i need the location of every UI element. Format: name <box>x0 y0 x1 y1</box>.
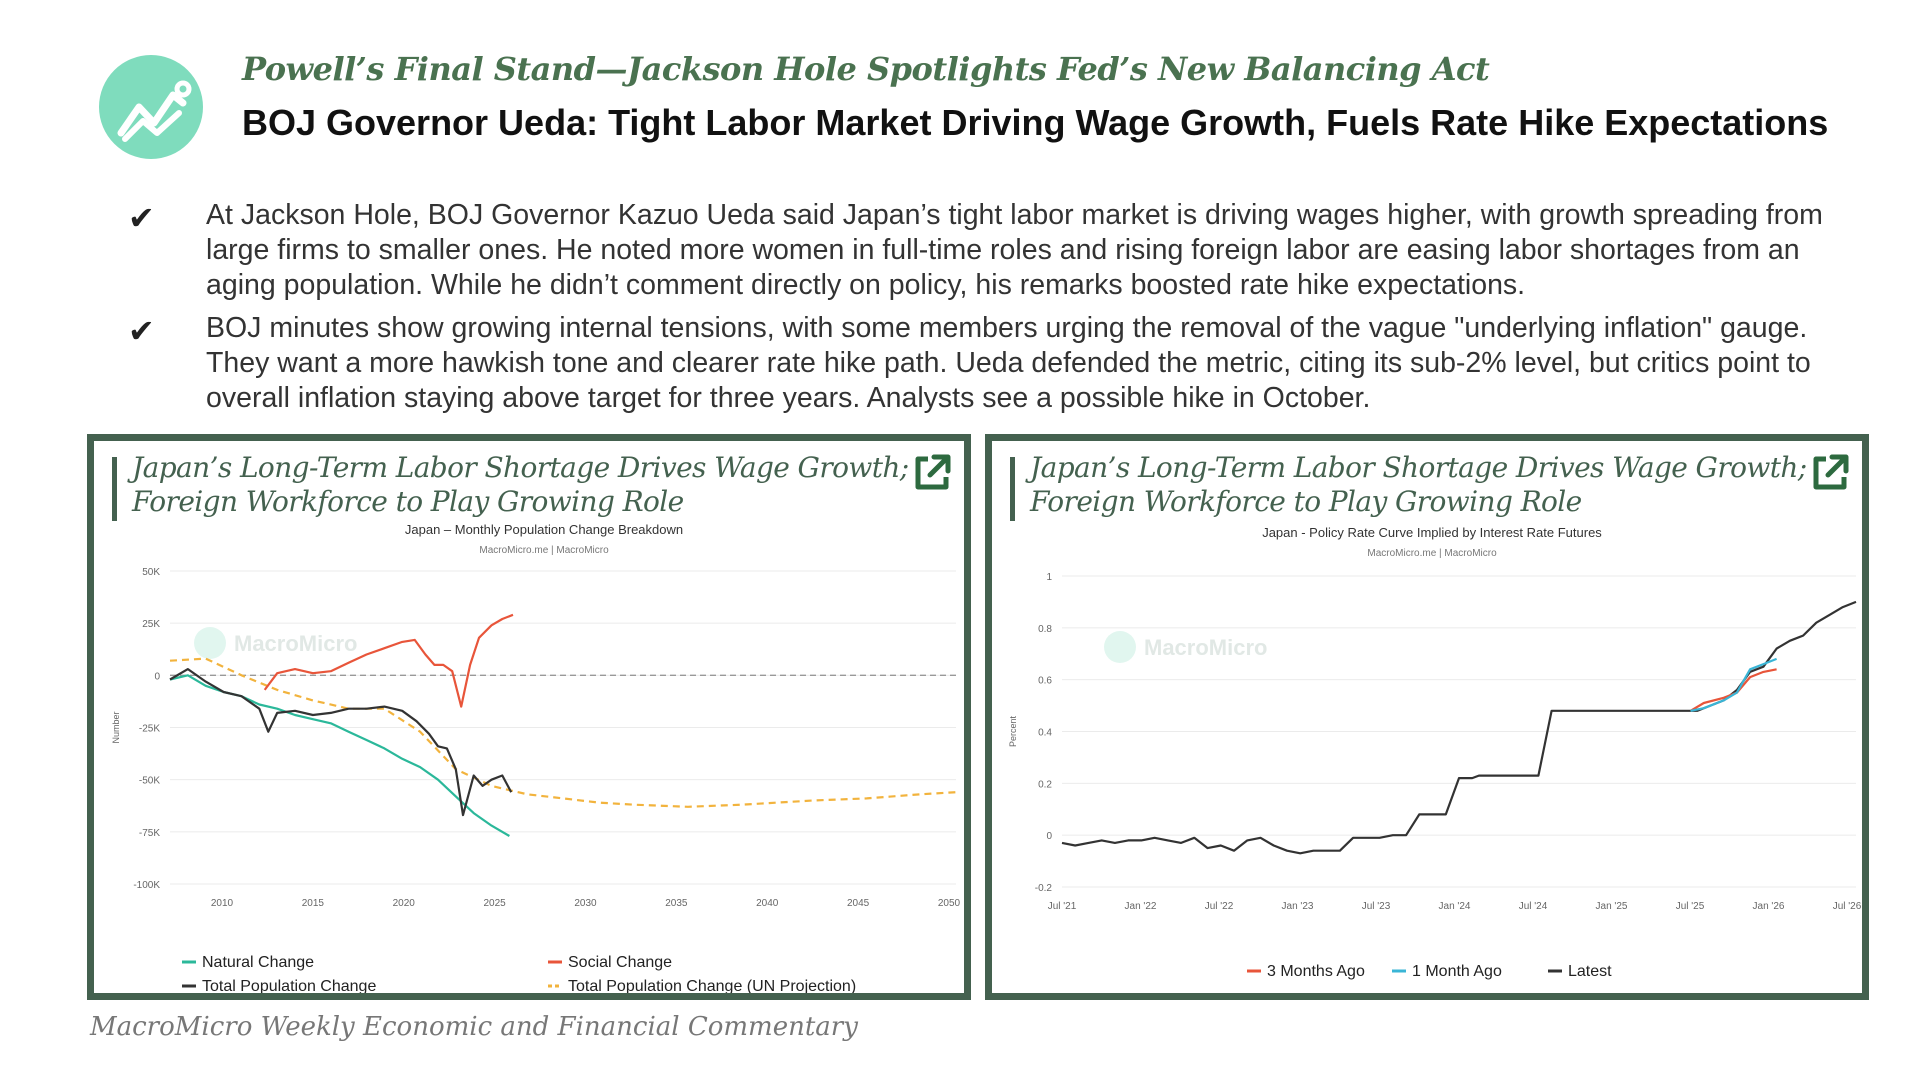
series-line-1-month-ago <box>1690 657 1778 712</box>
legend-item: Natural Change <box>182 954 314 971</box>
bullet-list: ✔ At Jackson Hole, BOJ Governor Kazuo Ue… <box>128 198 1848 424</box>
chart-trend-icon <box>117 80 192 142</box>
x-tick-label: 2025 <box>484 898 507 909</box>
x-tick-label: 2050 <box>938 898 961 909</box>
x-tick-label: 2040 <box>756 898 779 909</box>
checkmark-icon: ✔ <box>128 200 155 236</box>
external-link-icon[interactable] <box>910 451 954 495</box>
policy-rate-chart: Japan - Policy Rate Curve Implied by Int… <box>1008 525 1862 980</box>
bullet-text: At Jackson Hole, BOJ Governor Kazuo Ueda… <box>206 199 1823 301</box>
x-tick-label: 2015 <box>302 898 325 909</box>
series-line-social-change <box>263 613 514 708</box>
bullet-item: ✔ BOJ minutes show growing internal tens… <box>128 311 1848 416</box>
external-link-icon[interactable] <box>1808 451 1852 495</box>
population-change-chart: Japan – Monthly Population Change Breakd… <box>111 522 961 993</box>
legend-label: 1 Month Ago <box>1412 963 1502 980</box>
legend-label: 3 Months Ago <box>1267 963 1365 980</box>
legend-item: 1 Month Ago <box>1392 963 1502 980</box>
x-tick-label: Jul '23 <box>1362 901 1391 912</box>
panel-accent-bar <box>112 457 117 521</box>
panel-title: Japan’s Long-Term Labor Shortage Drives … <box>132 451 909 518</box>
x-tick-label: Jul '25 <box>1676 901 1705 912</box>
chart-title: Japan – Monthly Population Change Breakd… <box>405 522 683 537</box>
x-tick-label: 2045 <box>847 898 870 909</box>
watermark-text: MacroMicro <box>1144 635 1267 660</box>
chart-title: Japan - Policy Rate Curve Implied by Int… <box>1262 525 1602 540</box>
y-axis-label: Number <box>111 711 121 743</box>
series-line-total-population-change-un-projection <box>169 657 957 808</box>
y-tick-label: 0.6 <box>1038 676 1052 687</box>
kicker-title: Powell’s Final Stand—Jackson Hole Spotli… <box>242 50 1490 88</box>
y-tick-label: 0.2 <box>1038 779 1052 790</box>
watermark-logo: MacroMicro <box>1104 631 1267 663</box>
bullet-text: BOJ minutes show growing internal tensio… <box>206 312 1811 414</box>
y-axis-label: Percent <box>1008 715 1018 747</box>
brand-logo <box>99 55 203 159</box>
legend-label: Social Change <box>568 954 672 971</box>
y-tick-label: 0 <box>1046 831 1052 842</box>
legend-label: Total Population Change <box>202 978 376 993</box>
watermark-logo: MacroMicro <box>194 627 357 659</box>
y-tick-label: -25K <box>139 724 160 735</box>
bullet-item: ✔ At Jackson Hole, BOJ Governor Kazuo Ue… <box>128 198 1848 303</box>
x-tick-label: 2030 <box>574 898 597 909</box>
y-tick-label: 1 <box>1046 572 1052 583</box>
y-tick-label: -0.2 <box>1035 883 1053 894</box>
x-tick-label: Jan '26 <box>1753 901 1785 912</box>
x-tick-label: 2035 <box>665 898 688 909</box>
series-line-total-population-change <box>169 668 513 817</box>
chart-source: MacroMicro.me | MacroMicro <box>479 545 609 556</box>
legend-item: Total Population Change <box>182 978 376 993</box>
legend-item: 3 Months Ago <box>1247 963 1365 980</box>
x-tick-label: Jan '24 <box>1439 901 1471 912</box>
y-tick-label: 0 <box>154 671 160 682</box>
chart-panel-population: Japan – Monthly Population Change Breakd… <box>87 434 971 1000</box>
x-tick-label: Jul '21 <box>1048 901 1077 912</box>
legend-item: Total Population Change (UN Projection) <box>548 978 856 993</box>
footer-source: MacroMicro Weekly Economic and Financial… <box>90 1012 858 1042</box>
x-tick-label: Jul '22 <box>1205 901 1234 912</box>
series-line-3-months-ago <box>1690 668 1777 712</box>
watermark-icon <box>1104 631 1136 663</box>
legend-label: Latest <box>1568 963 1612 980</box>
x-tick-label: Jan '25 <box>1596 901 1628 912</box>
legend-label: Natural Change <box>202 954 314 971</box>
checkmark-icon: ✔ <box>128 313 155 349</box>
x-tick-label: 2020 <box>393 898 416 909</box>
x-tick-label: 2010 <box>211 898 234 909</box>
y-tick-label: -100K <box>133 880 160 891</box>
x-tick-label: Jul '24 <box>1519 901 1548 912</box>
y-tick-label: 50K <box>142 567 160 578</box>
y-tick-label: 25K <box>142 619 160 630</box>
x-tick-label: Jul '26 <box>1833 901 1862 912</box>
y-tick-label: -50K <box>139 776 160 787</box>
chart-source: MacroMicro.me | MacroMicro <box>1367 548 1497 559</box>
chart-panel-policy-rate: Japan - Policy Rate Curve Implied by Int… <box>985 434 1869 1000</box>
y-tick-label: 0.8 <box>1038 624 1052 635</box>
panel-accent-bar <box>1010 457 1015 521</box>
x-tick-label: Jan '22 <box>1125 901 1157 912</box>
watermark-icon <box>194 627 226 659</box>
y-tick-label: -75K <box>139 828 160 839</box>
legend-item: Social Change <box>548 954 672 971</box>
x-tick-label: Jan '23 <box>1282 901 1314 912</box>
legend-item: Latest <box>1548 963 1612 980</box>
legend-label: Total Population Change (UN Projection) <box>568 978 856 993</box>
page-title: BOJ Governor Ueda: Tight Labor Market Dr… <box>242 102 1829 143</box>
y-tick-label: 0.4 <box>1038 728 1052 739</box>
panel-title: Japan’s Long-Term Labor Shortage Drives … <box>1030 451 1807 518</box>
watermark-text: MacroMicro <box>234 631 357 656</box>
